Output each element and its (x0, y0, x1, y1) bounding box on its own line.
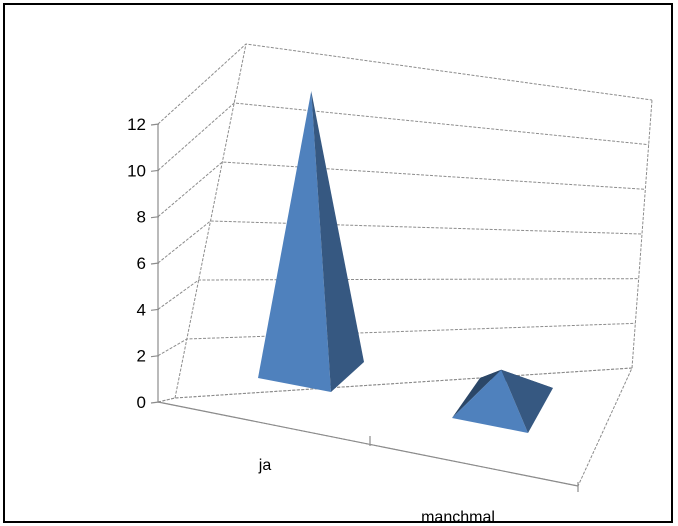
y-tick-label: 0 (137, 393, 146, 412)
category-labels: ja manchmal (258, 457, 495, 526)
gridline (157, 161, 646, 218)
gridline (157, 278, 639, 310)
category-label: manchmal (421, 509, 495, 526)
y-tick-label: 12 (127, 115, 146, 134)
category-label: ja (258, 457, 272, 474)
pyramid-side-face (311, 91, 364, 392)
pyramid-bar (452, 369, 553, 433)
pyramid-front-face (258, 91, 331, 392)
back-left-edge (174, 43, 247, 399)
y-tick-label: 4 (137, 300, 146, 319)
x-axis-line (157, 401, 579, 487)
gridline (157, 367, 633, 403)
gridlines (157, 43, 653, 403)
chart-walls (157, 43, 653, 487)
pyramid-bar (258, 91, 364, 392)
gridline (157, 43, 653, 125)
y-tick-mark (150, 401, 160, 404)
y-tick-label: 8 (137, 208, 146, 227)
gridline (157, 102, 649, 171)
y-tick-labels: 0 2 4 6 8 10 12 (127, 115, 146, 412)
pyramid-front-face (452, 369, 528, 433)
gridline (157, 322, 636, 357)
y-tick-label: 6 (137, 254, 146, 273)
pyramid-side-face (501, 369, 553, 433)
axes (150, 123, 579, 492)
pyramid-bars (258, 91, 553, 433)
y-tick-label: 10 (127, 161, 146, 180)
floor-outline (157, 367, 633, 487)
gridline (157, 220, 643, 264)
y-tick-label: 2 (137, 347, 146, 366)
